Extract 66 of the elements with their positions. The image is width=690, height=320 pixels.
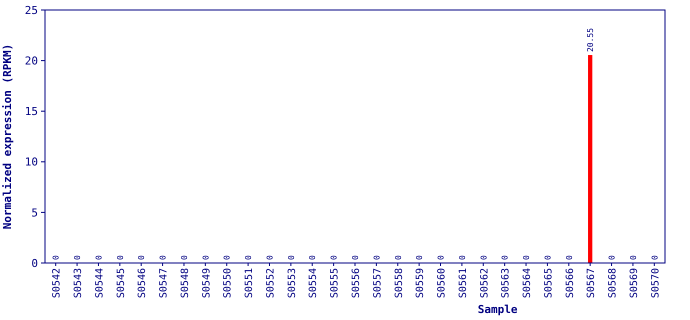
y-tick-label: 0	[31, 256, 38, 270]
x-axis-title: Sample	[478, 303, 518, 316]
y-tick-label: 20	[24, 54, 38, 68]
x-tick-label: S0559	[415, 268, 426, 298]
data-label: 0	[137, 255, 146, 260]
x-tick-label: S0548	[180, 268, 191, 298]
data-label: 0	[201, 255, 210, 260]
x-tick-label: S0563	[500, 268, 512, 298]
data-label: 20.55	[586, 28, 596, 52]
data-label: 0	[436, 255, 446, 260]
x-tick-label: S0568	[608, 268, 619, 298]
x-tick-label: S0543	[73, 268, 84, 298]
x-tick-label: S0553	[286, 268, 298, 298]
data-label: 0	[94, 255, 104, 260]
data-label: 0	[158, 255, 168, 260]
data-label: 0	[116, 255, 125, 260]
data-label: 0	[286, 255, 296, 260]
x-tick-label: S0550	[222, 268, 234, 298]
x-tick-label: S0566	[564, 268, 576, 298]
y-tick-label: 5	[31, 206, 38, 220]
data-label: 0	[222, 255, 232, 260]
data-label: 0	[244, 255, 254, 260]
data-label: 0	[650, 255, 660, 260]
data-label: 0	[308, 255, 318, 260]
x-tick-label: S0560	[436, 268, 448, 298]
x-tick-label: S0561	[458, 268, 469, 298]
x-tick-label: S0569	[628, 268, 640, 298]
data-label: 0	[479, 255, 488, 260]
y-tick-label: 15	[24, 105, 38, 118]
x-tick-label: S0570	[650, 268, 662, 298]
y-tick-label: 10	[24, 156, 38, 169]
x-tick-label: S0564	[522, 268, 534, 298]
data-label: 0	[394, 255, 403, 260]
data-label: 0	[458, 255, 467, 260]
x-tick-label: S0562	[479, 268, 490, 298]
data-label: 0	[543, 255, 552, 260]
y-tick-label: 25	[24, 4, 38, 17]
y-axis-title: Normalized expression (RPKM)	[1, 44, 14, 230]
x-tick-label: S0551	[244, 268, 256, 298]
data-label: 0	[608, 255, 617, 260]
x-tick-label: S0552	[265, 268, 276, 298]
x-tick-label: S0546	[137, 268, 148, 298]
x-tick-label: S0558	[394, 268, 405, 298]
data-label: 0	[265, 255, 274, 260]
x-tick-label: S0557	[372, 268, 384, 298]
data-label: 0	[73, 255, 82, 260]
x-tick-label: S0567	[586, 268, 598, 298]
data-label: 0	[522, 255, 532, 260]
x-tick-label: S0547	[158, 268, 170, 298]
x-tick-label: S0545	[116, 268, 127, 298]
x-tick-label: S0555	[330, 268, 341, 298]
data-label: 0	[564, 255, 574, 260]
x-tick-label: S0549	[201, 268, 212, 298]
data-label: 0	[52, 255, 61, 260]
data-label: 0	[415, 255, 424, 260]
x-tick-label: S0542	[52, 268, 63, 298]
data-label: 0	[351, 255, 360, 260]
data-label: 0	[500, 255, 510, 260]
data-label: 0	[330, 255, 339, 260]
x-tick-label: S0554	[308, 268, 320, 298]
data-label: 0	[628, 255, 638, 260]
x-tick-label: S0565	[543, 268, 554, 298]
data-label: 0	[180, 255, 189, 260]
x-tick-label: S0544	[94, 268, 106, 298]
data-label: 0	[372, 255, 382, 260]
x-tick-label: S0556	[351, 268, 362, 298]
